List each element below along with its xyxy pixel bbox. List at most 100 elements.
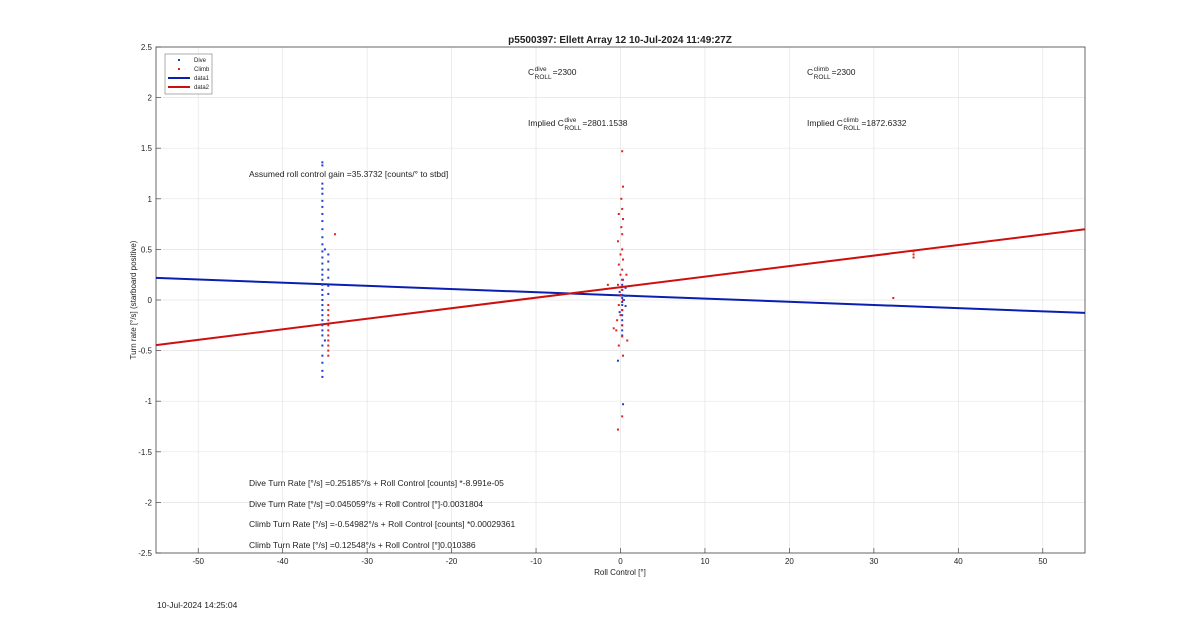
point-climb	[612, 327, 615, 330]
x-tick-label: -20	[446, 557, 458, 566]
point-dive	[321, 304, 324, 307]
point-climb	[619, 314, 622, 317]
point-dive	[321, 199, 324, 202]
point-climb	[621, 335, 624, 338]
x-axis-label: Roll Control [°]	[594, 568, 646, 577]
point-dive	[621, 314, 624, 317]
point-dive	[321, 187, 324, 190]
y-tick-label: 2.5	[141, 43, 153, 52]
legend-swatch-climb	[178, 68, 180, 70]
point-dive	[327, 268, 330, 271]
point-climb	[619, 273, 622, 276]
point-climb	[621, 150, 624, 153]
annotation-c-dive-main: C	[528, 67, 534, 77]
point-climb	[619, 253, 622, 256]
y-tick-label: -1.5	[138, 448, 152, 457]
point-dive	[321, 361, 324, 364]
point-dive	[321, 278, 324, 281]
annotation-subscript: ROLL	[564, 125, 581, 132]
point-dive	[618, 311, 621, 314]
y-axis-label: Turn rate [°/s] (starboard positive)	[129, 240, 138, 359]
point-climb	[327, 334, 330, 337]
point-dive	[321, 354, 324, 357]
point-climb	[327, 304, 330, 307]
annotation-implied-climb-main: Implied C	[807, 118, 843, 128]
point-climb	[616, 319, 619, 322]
point-climb	[621, 207, 624, 210]
point-dive	[321, 334, 324, 337]
annotation-subscript: ROLL	[843, 125, 860, 132]
point-climb	[622, 299, 625, 301]
point-dive	[321, 250, 324, 253]
point-climb	[621, 324, 624, 327]
point-climb	[912, 253, 915, 256]
x-tick-label: 50	[1038, 557, 1047, 566]
point-dive	[321, 192, 324, 195]
annotation-value: =2300	[553, 67, 577, 77]
point-climb	[621, 309, 624, 312]
annotation-gain: Assumed roll control gain =35.3732 [coun…	[249, 169, 448, 179]
point-climb	[619, 293, 622, 296]
annotation-subscript: ROLL	[535, 74, 552, 81]
point-dive	[321, 319, 324, 322]
point-climb	[616, 428, 619, 431]
point-dive	[621, 301, 624, 304]
point-dive	[321, 256, 324, 259]
point-dive	[327, 260, 330, 263]
y-tick-label: 2	[148, 94, 153, 103]
point-dive	[321, 324, 324, 327]
point-climb	[327, 344, 330, 347]
annotation-value: =1872.6332	[861, 118, 906, 128]
point-dive	[321, 262, 324, 265]
point-dive	[321, 314, 324, 317]
point-dive	[321, 243, 324, 246]
point-climb	[622, 185, 625, 188]
footer-timestamp: 10-Jul-2024 14:25:04	[157, 600, 238, 610]
point-dive	[321, 161, 324, 164]
point-climb	[625, 273, 628, 276]
point-climb	[617, 344, 620, 347]
point-dive	[321, 164, 324, 167]
point-climb	[606, 283, 609, 286]
point-dive	[321, 228, 324, 231]
point-climb	[622, 354, 625, 357]
point-climb	[626, 339, 629, 342]
point-dive	[327, 253, 330, 256]
point-climb	[615, 329, 618, 332]
point-dive	[621, 319, 624, 322]
annotation-value: =2801.1538	[582, 118, 627, 128]
annotation-fit3: Climb Turn Rate [°/s] =-0.54982°/s + Rol…	[249, 519, 515, 529]
legend-label: data1	[194, 76, 210, 82]
point-dive	[624, 286, 627, 289]
point-climb	[621, 268, 624, 271]
point-dive	[327, 292, 330, 295]
point-dive	[621, 304, 624, 307]
point-climb	[327, 339, 330, 342]
point-dive	[323, 248, 326, 251]
point-dive	[622, 403, 625, 406]
point-climb	[327, 314, 330, 317]
x-tick-label: 30	[869, 557, 878, 566]
point-dive	[621, 329, 624, 332]
y-tick-label: 0	[148, 296, 153, 305]
point-dive	[321, 309, 324, 312]
point-climb	[617, 263, 620, 266]
point-climb	[892, 296, 895, 299]
point-climb	[327, 349, 330, 352]
point-dive	[321, 344, 324, 347]
point-dive	[624, 294, 627, 297]
point-climb	[621, 248, 624, 251]
point-climb	[327, 309, 330, 312]
point-climb	[621, 415, 624, 418]
point-dive	[321, 220, 324, 223]
y-tick-label: -1	[145, 397, 153, 406]
annotation-superscript: climb	[814, 66, 830, 73]
point-climb	[622, 278, 625, 281]
annotation-subscript: ROLL	[814, 74, 831, 81]
x-tick-label: 40	[954, 557, 963, 566]
point-climb	[620, 197, 623, 200]
point-climb	[616, 240, 619, 243]
x-tick-label: -40	[277, 557, 289, 566]
point-climb	[621, 288, 624, 291]
